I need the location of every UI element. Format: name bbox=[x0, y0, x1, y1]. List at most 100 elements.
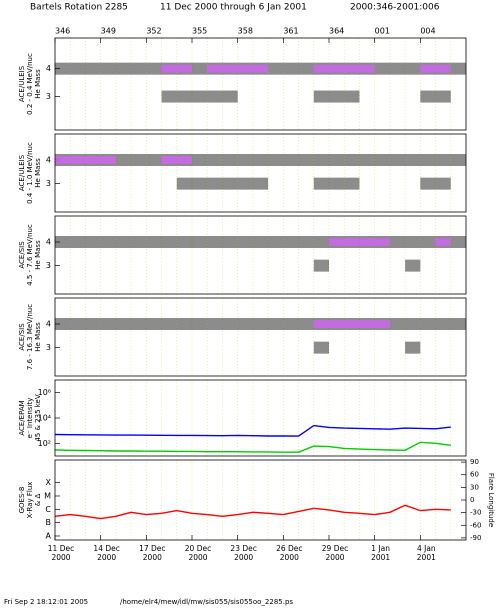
panel-frame bbox=[54, 459, 467, 541]
point-cloud bbox=[207, 90, 223, 103]
point-cloud bbox=[176, 236, 192, 248]
date-range: 11 Dec 2000 through 6 Jan 2001 bbox=[160, 3, 307, 13]
point-cloud bbox=[252, 154, 269, 166]
point-cloud bbox=[161, 236, 177, 248]
point-cloud bbox=[192, 62, 208, 75]
point-cloud bbox=[192, 236, 208, 248]
point-cloud bbox=[359, 320, 375, 328]
point-cloud bbox=[313, 341, 329, 354]
point-cloud bbox=[313, 236, 329, 248]
y2-axis-label: Flare Longitude bbox=[487, 473, 495, 527]
y-axis-label: 0.4 - 1.0 MeV/nuc bbox=[26, 142, 34, 204]
point-cloud bbox=[298, 318, 314, 330]
point-cloud bbox=[222, 318, 238, 330]
point-cloud bbox=[435, 318, 451, 330]
point-cloud bbox=[405, 318, 421, 330]
point-cloud bbox=[252, 64, 269, 73]
point-cloud bbox=[237, 236, 253, 248]
point-cloud bbox=[389, 318, 406, 330]
point-cloud bbox=[268, 154, 284, 166]
point-cloud bbox=[313, 154, 329, 166]
point-cloud bbox=[313, 259, 329, 272]
y-tick-label: 10⁴ bbox=[38, 414, 51, 423]
point-cloud bbox=[420, 154, 436, 166]
point-cloud bbox=[268, 236, 284, 248]
panel-frame bbox=[54, 215, 467, 295]
y-tick-label: 4 bbox=[46, 156, 51, 165]
point-cloud bbox=[252, 318, 269, 330]
point-cloud bbox=[146, 62, 162, 75]
y-axis-label: ACE/EPAM bbox=[18, 400, 26, 435]
title: Bartels Rotation 2285 bbox=[30, 3, 128, 13]
point-cloud bbox=[252, 236, 269, 248]
y-tick-label: C bbox=[45, 505, 51, 514]
point-cloud bbox=[222, 154, 238, 166]
point-cloud bbox=[70, 62, 86, 75]
point-cloud bbox=[55, 62, 71, 75]
point-cloud bbox=[100, 318, 116, 330]
point-cloud bbox=[115, 236, 132, 248]
point-cloud bbox=[237, 318, 253, 330]
point-cloud bbox=[420, 318, 436, 330]
point-cloud bbox=[131, 236, 147, 248]
point-cloud bbox=[85, 156, 101, 164]
x-tick-label: 17 Dec 2000 bbox=[139, 544, 166, 562]
x-tick-label: 29 Dec 2000 bbox=[321, 544, 349, 562]
point-cloud bbox=[176, 177, 192, 190]
point-cloud bbox=[70, 156, 86, 164]
series-line bbox=[54, 441, 451, 453]
top-tick-label: 361 bbox=[283, 27, 298, 36]
point-cloud bbox=[420, 64, 436, 73]
point-cloud bbox=[435, 64, 451, 73]
y2-tick-label: 0 bbox=[470, 496, 474, 504]
y-axis-label: e⁻ Intensity bbox=[26, 398, 34, 439]
point-cloud bbox=[359, 154, 375, 166]
point-cloud bbox=[389, 236, 406, 248]
x-tick-label: 11 Dec 2000 bbox=[47, 544, 75, 562]
top-tick-label: 352 bbox=[146, 27, 161, 36]
point-cloud bbox=[100, 156, 116, 164]
point-cloud bbox=[222, 177, 238, 190]
y-tick-label: 4 bbox=[46, 64, 51, 73]
y-axis-label: ACE/ULEIS bbox=[18, 154, 26, 191]
point-cloud bbox=[405, 154, 421, 166]
point-cloud bbox=[313, 90, 329, 103]
y-axis-label: 4.5 - 7.6 MeV/nuc bbox=[26, 224, 34, 286]
point-cloud bbox=[420, 177, 436, 190]
point-cloud bbox=[252, 177, 269, 190]
point-cloud bbox=[329, 154, 345, 166]
point-cloud bbox=[298, 62, 314, 75]
y-tick-label: X bbox=[46, 478, 52, 487]
footer-path: /home/elr4/mew/idl/mw/sis055/sis055oo_22… bbox=[120, 598, 293, 606]
point-cloud bbox=[207, 64, 223, 73]
point-cloud bbox=[450, 62, 466, 75]
point-cloud bbox=[374, 238, 390, 246]
point-cloud bbox=[435, 90, 451, 103]
y-axis-label: He Mass bbox=[34, 158, 42, 188]
point-cloud bbox=[176, 156, 192, 164]
point-cloud bbox=[115, 318, 132, 330]
point-cloud bbox=[329, 64, 345, 73]
point-cloud bbox=[313, 177, 329, 190]
point-cloud bbox=[146, 154, 162, 166]
point-cloud bbox=[374, 154, 390, 166]
point-cloud bbox=[192, 90, 208, 103]
point-cloud bbox=[420, 236, 436, 248]
point-cloud bbox=[222, 236, 238, 248]
y-axis-label: X-Ray Flux bbox=[26, 482, 34, 519]
y-tick-label: 10⁶ bbox=[38, 388, 51, 397]
point-cloud bbox=[222, 64, 238, 73]
point-cloud bbox=[298, 154, 314, 166]
point-cloud bbox=[268, 62, 284, 75]
top-tick-label: 346 bbox=[55, 27, 70, 36]
x-tick-label: 4 Jan 2001 bbox=[416, 544, 436, 562]
y-tick-label: B bbox=[46, 518, 52, 527]
y-axis-label: ACE/ULEIS bbox=[18, 65, 26, 102]
y-tick-label: 4 bbox=[46, 238, 51, 247]
point-cloud bbox=[131, 62, 147, 75]
y-axis-label: 0.2 - 0.4 MeV/nuc bbox=[26, 53, 34, 115]
y2-tick-label: 90 bbox=[470, 458, 479, 466]
point-cloud bbox=[192, 177, 208, 190]
